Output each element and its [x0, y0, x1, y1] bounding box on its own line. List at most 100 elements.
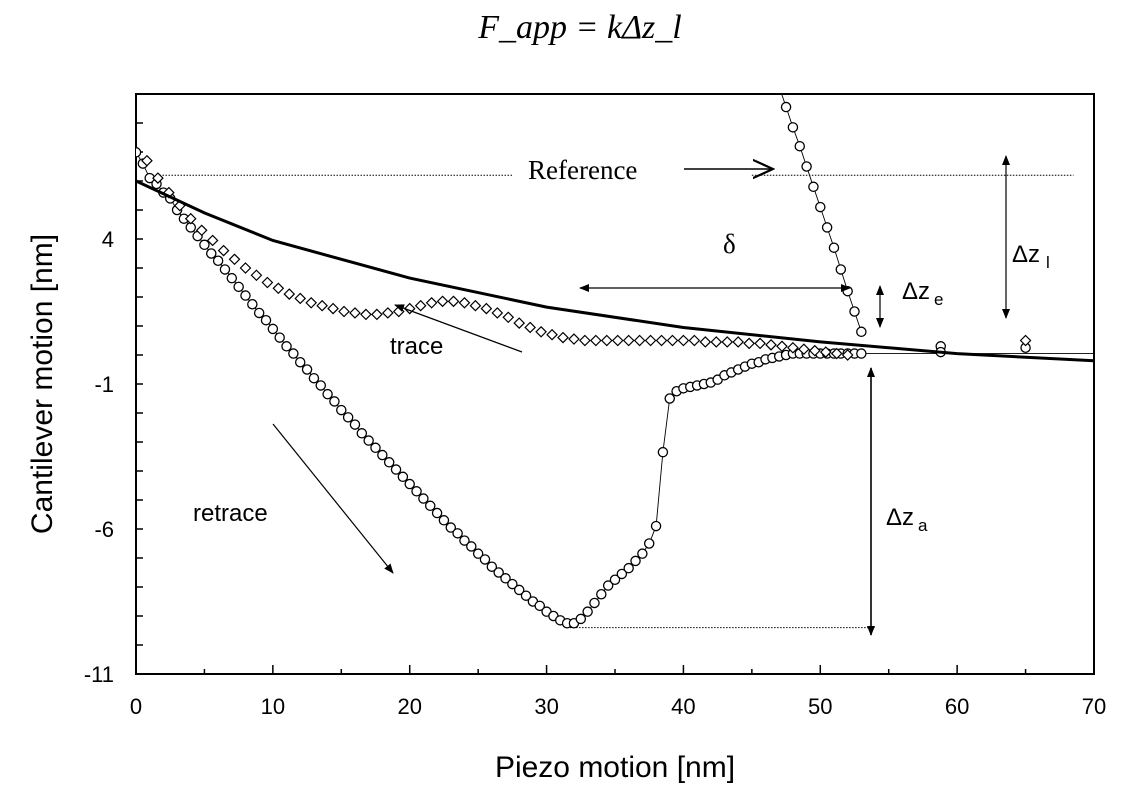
diamond-point: [283, 288, 296, 300]
x-tick-label: 70: [1082, 694, 1106, 719]
diamond-point: [776, 340, 788, 353]
circle-point: [575, 613, 587, 625]
circle-point: [136, 147, 142, 158]
y-axis-title: Cantilever motion [nm]: [26, 234, 59, 534]
x-tick-label: 0: [130, 694, 142, 719]
circle-point: [589, 597, 600, 609]
circle-point: [424, 500, 436, 512]
circle-point: [336, 404, 347, 416]
circle-point: [801, 161, 812, 172]
diamond-point: [841, 349, 854, 361]
delta-z-a-label: Δz a: [886, 504, 928, 535]
diamond-point: [239, 262, 252, 274]
diamond-point: [305, 296, 318, 309]
diamond-point: [754, 337, 766, 350]
diamond-point: [546, 328, 558, 341]
circle-point: [780, 101, 792, 113]
diamond-point: [830, 347, 843, 360]
diamond-point: [589, 334, 602, 347]
circle-point: [240, 290, 251, 301]
circle-point: [472, 548, 484, 559]
x-tick-label: 60: [945, 694, 969, 719]
diamond-point: [765, 339, 777, 351]
y-tick-label: 4: [102, 227, 114, 252]
circle-point: [821, 222, 833, 233]
circle-point: [301, 364, 313, 375]
diamond-point: [447, 295, 460, 308]
diamond-point: [513, 317, 526, 329]
delta-label: δ: [723, 229, 736, 259]
circle-point: [650, 520, 662, 532]
circle-point: [390, 464, 402, 475]
circle-point: [404, 478, 415, 490]
circle-point: [500, 573, 511, 584]
circle-point: [247, 298, 258, 310]
circle-point: [274, 332, 285, 343]
circle-point: [253, 307, 265, 319]
circle-point: [637, 548, 648, 559]
diamond-point: [261, 276, 274, 289]
formula-text: F_app = kΔz_l: [477, 9, 681, 46]
circle-point: [438, 515, 450, 526]
diamond-point: [195, 224, 208, 237]
diamond-point: [436, 295, 449, 308]
diamond-point: [743, 337, 755, 350]
circle-point: [664, 393, 675, 404]
circle-point: [828, 242, 840, 253]
circle-point: [397, 471, 409, 483]
diamond-point: [568, 333, 580, 345]
diamond-point: [721, 336, 734, 348]
circle-point: [288, 348, 299, 359]
x-tick-label: 10: [261, 694, 285, 719]
circle-point: [602, 580, 614, 591]
circle-point: [534, 600, 545, 612]
circle-point: [377, 449, 388, 461]
circle-point: [616, 568, 628, 580]
diamond-point: [710, 336, 723, 348]
circle-point: [815, 201, 826, 213]
diamond-point: [469, 299, 482, 312]
diamond-point: [327, 302, 339, 315]
diamond-point: [819, 346, 832, 358]
circle-point: [768, 65, 777, 74]
circle-point: [431, 507, 443, 519]
circle-point: [761, 46, 770, 55]
diamond-point: [666, 334, 679, 347]
diamond-point: [633, 334, 646, 347]
diamond-point: [655, 334, 668, 347]
retrace-label: retrace: [193, 500, 268, 527]
circle-point: [383, 457, 395, 468]
diamond-point: [611, 334, 624, 347]
annotation-arrows: [272, 155, 1010, 636]
diamond-point: [294, 292, 307, 305]
diamond-point: [480, 302, 493, 315]
trace-arrow: [394, 304, 523, 353]
reference-label: Reference: [528, 155, 637, 185]
circle-point: [226, 272, 238, 284]
circle-point: [787, 122, 799, 133]
circle-point: [856, 326, 867, 338]
diamond-point: [622, 334, 635, 347]
data-layer: [136, 46, 1094, 629]
diamond-point: [787, 341, 799, 354]
diamond-point: [798, 343, 810, 356]
circle-point: [260, 314, 272, 326]
circle-point: [363, 435, 374, 446]
diamond-point: [677, 334, 690, 347]
circle-point: [835, 264, 847, 275]
circle-point: [206, 248, 217, 259]
circle-point: [329, 396, 340, 407]
diamond-point: [272, 282, 285, 295]
x-axis-title: Piezo motion [nm]: [495, 751, 735, 784]
circle-point: [219, 264, 231, 275]
circle-point: [623, 562, 634, 574]
circle-point: [493, 567, 504, 578]
diamond-point: [349, 307, 361, 319]
diamond-point: [579, 334, 591, 347]
diamond-point: [732, 336, 745, 348]
x-tick-label: 20: [397, 694, 421, 719]
y-tick-label: -6: [94, 517, 114, 542]
diamond-point: [152, 172, 164, 184]
circle-point: [281, 341, 292, 352]
